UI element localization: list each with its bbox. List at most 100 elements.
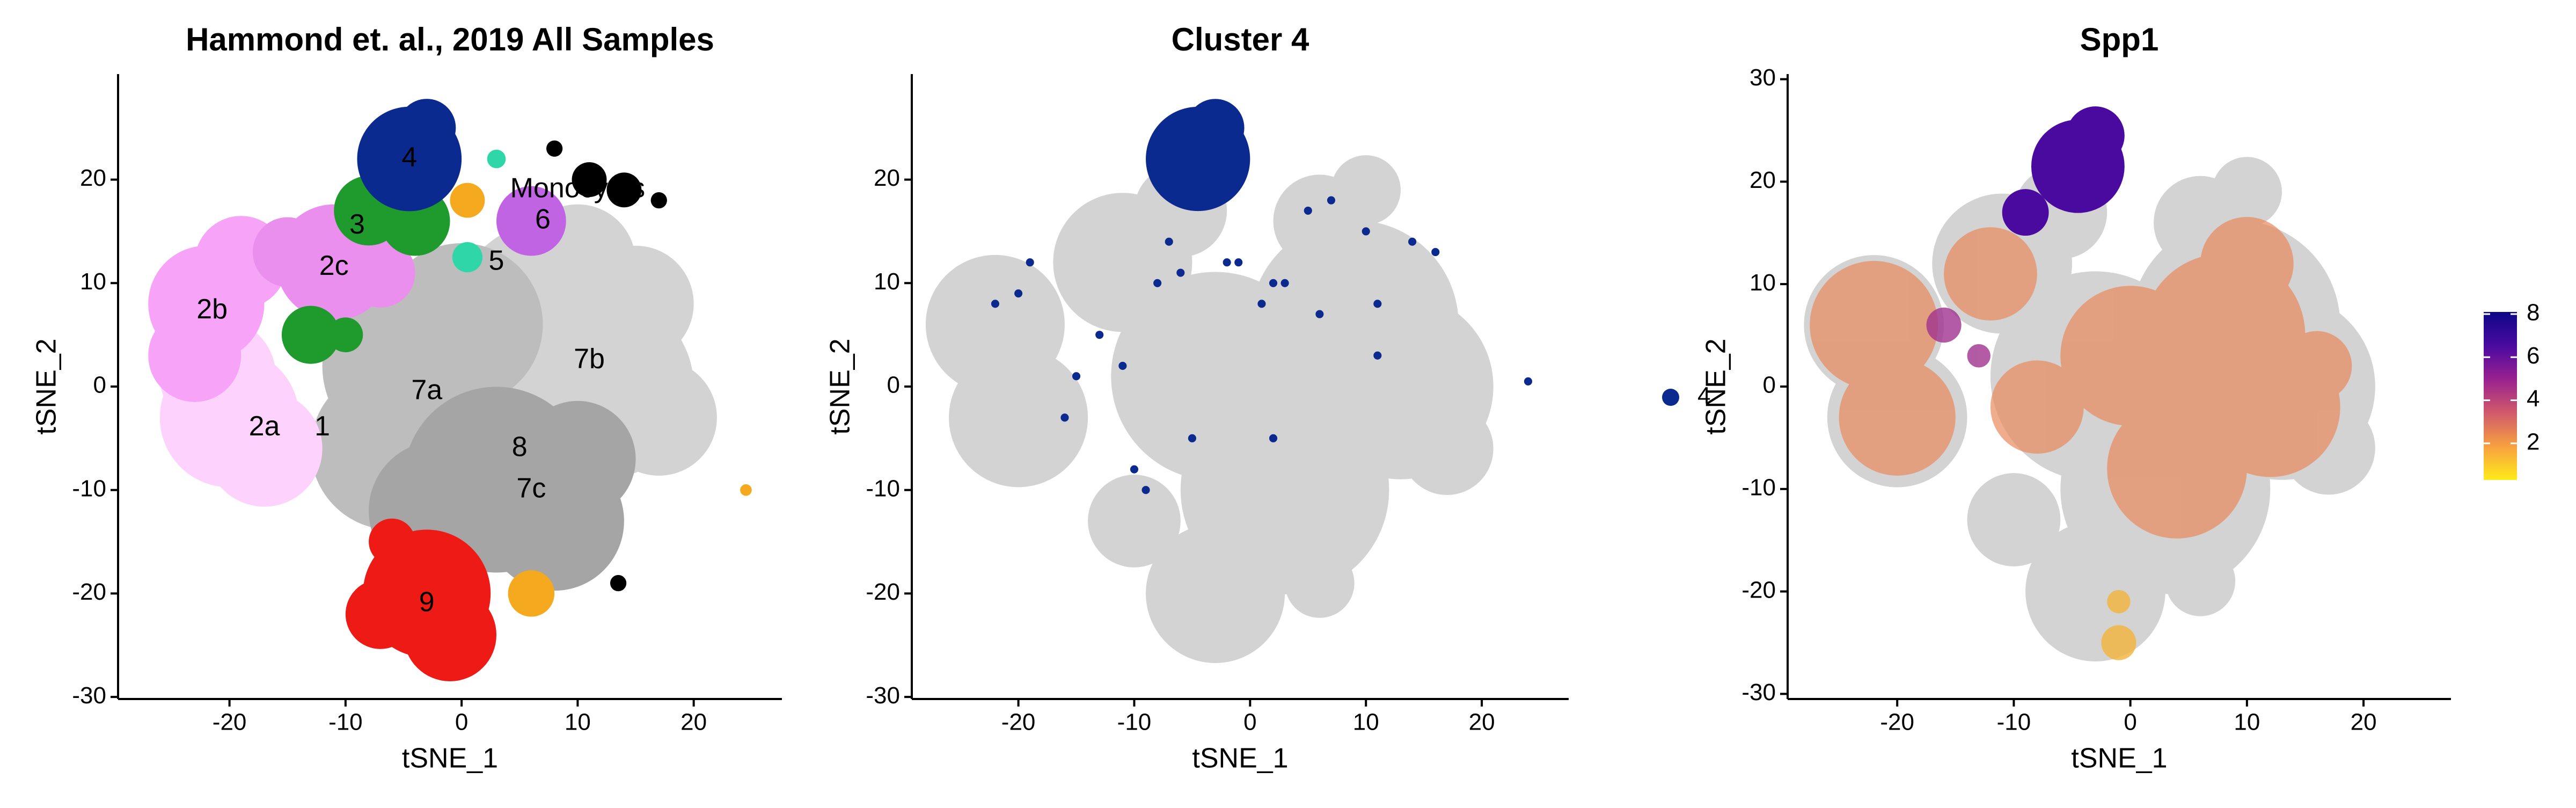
point <box>2025 521 2165 661</box>
cluster-label: 2a <box>249 411 280 442</box>
point <box>546 140 563 157</box>
point <box>1176 268 1185 277</box>
cluster-label: 6 <box>535 203 551 235</box>
series <box>452 149 506 273</box>
point <box>1524 377 1532 385</box>
y-tick-label: 10 <box>874 268 900 295</box>
series <box>450 183 752 617</box>
series <box>496 186 566 256</box>
point <box>398 99 456 157</box>
chart-title: Cluster 4 <box>1172 21 1309 57</box>
point <box>2107 589 2131 614</box>
x-axis-label: tSNE_1 <box>2071 743 2167 774</box>
y-tick-label: 10 <box>80 268 106 295</box>
point <box>1153 279 1162 287</box>
y-tick-label: -20 <box>866 579 900 605</box>
point <box>496 186 566 256</box>
point <box>1285 548 1355 618</box>
point <box>148 309 241 402</box>
x-tick-label: 20 <box>1469 709 1495 736</box>
chart-title: Spp1 <box>2080 21 2159 57</box>
x-tick-label: -10 <box>1997 709 2031 736</box>
point <box>1014 289 1023 298</box>
series <box>925 155 1494 663</box>
point <box>2066 106 2125 165</box>
point <box>1362 227 1370 236</box>
chart-title: Hammond et. al., 2019 All Samples <box>186 21 714 57</box>
point <box>345 238 415 308</box>
x-axis-label: tSNE_1 <box>1192 743 1288 774</box>
cluster-label: 2c <box>319 250 349 281</box>
point <box>1431 248 1440 257</box>
series <box>252 204 415 321</box>
y-tick-label: -30 <box>866 682 900 709</box>
cluster-label: 4 <box>401 142 417 173</box>
point <box>1990 360 2084 454</box>
point <box>1304 206 1312 215</box>
colorbar <box>2484 312 2517 480</box>
point <box>1810 261 1938 389</box>
x-axis-label: tSNE_1 <box>402 743 498 774</box>
point <box>1188 434 1196 442</box>
cluster-label: 9 <box>419 586 435 617</box>
y-tick-label: -20 <box>1741 577 1776 603</box>
cluster-label: 5 <box>489 245 504 276</box>
point <box>1072 372 1081 381</box>
series <box>1810 217 2352 538</box>
point <box>519 401 636 518</box>
cluster-label: 1 <box>314 411 330 442</box>
point <box>1257 300 1266 308</box>
point <box>345 579 415 649</box>
point <box>1331 155 1401 225</box>
point <box>1269 434 1278 442</box>
y-axis-label: tSNE_2 <box>31 338 62 434</box>
series <box>546 140 667 592</box>
point <box>1926 307 1962 343</box>
panel: -20 -10 0 10 20 -30 -20 -10 0 10 20 Cluster 4 tSNE_1… <box>825 21 1711 774</box>
y-tick-label: 0 <box>93 372 106 398</box>
cluster-label: 7c <box>516 472 546 504</box>
x-tick-label: -20 <box>1880 709 1914 736</box>
point <box>1280 279 1289 287</box>
colorbar-tick-label: 2 <box>2527 428 2540 455</box>
point <box>452 242 483 273</box>
point <box>2107 398 2247 538</box>
point <box>740 484 752 496</box>
point <box>1315 310 1324 318</box>
y-axis-label: tSNE_2 <box>1701 338 1732 434</box>
colorbar-tick-label: 6 <box>2527 343 2540 369</box>
colorbar-tick-label: 8 <box>2527 300 2540 326</box>
cluster-label: Monocytes <box>510 173 645 204</box>
legend-label: 4 <box>1697 383 1710 409</box>
y-tick-label: 20 <box>1750 167 1776 193</box>
point <box>1373 300 1382 308</box>
point <box>2002 189 2049 236</box>
point <box>1088 475 1181 567</box>
point <box>369 518 415 565</box>
panel: -20 -10 0 10 20 -30 -20 -10 0 10 20 30 Spp1 tSNE_1 tSN… <box>1701 21 2540 774</box>
y-tick-label: 20 <box>874 165 900 191</box>
point <box>450 183 485 218</box>
y-tick-label: -10 <box>72 475 106 501</box>
point <box>1967 473 2061 566</box>
y-tick-label: -10 <box>866 475 900 501</box>
x-tick-label: 20 <box>680 709 707 736</box>
x-tick-label: 0 <box>1243 709 1256 736</box>
point <box>610 575 627 592</box>
point <box>403 588 497 682</box>
x-tick-label: 10 <box>2234 709 2260 736</box>
x-tick-label: -10 <box>1117 709 1152 736</box>
point <box>1400 402 1494 495</box>
y-tick-label: -20 <box>72 579 106 605</box>
point <box>1118 361 1127 370</box>
point <box>1141 486 1150 494</box>
point <box>1146 523 1285 663</box>
series <box>2002 106 2125 236</box>
y-tick-label: -10 <box>1741 474 1776 500</box>
point <box>508 570 555 617</box>
x-tick-label: -20 <box>213 709 247 736</box>
point <box>2200 217 2294 310</box>
point <box>606 172 642 208</box>
